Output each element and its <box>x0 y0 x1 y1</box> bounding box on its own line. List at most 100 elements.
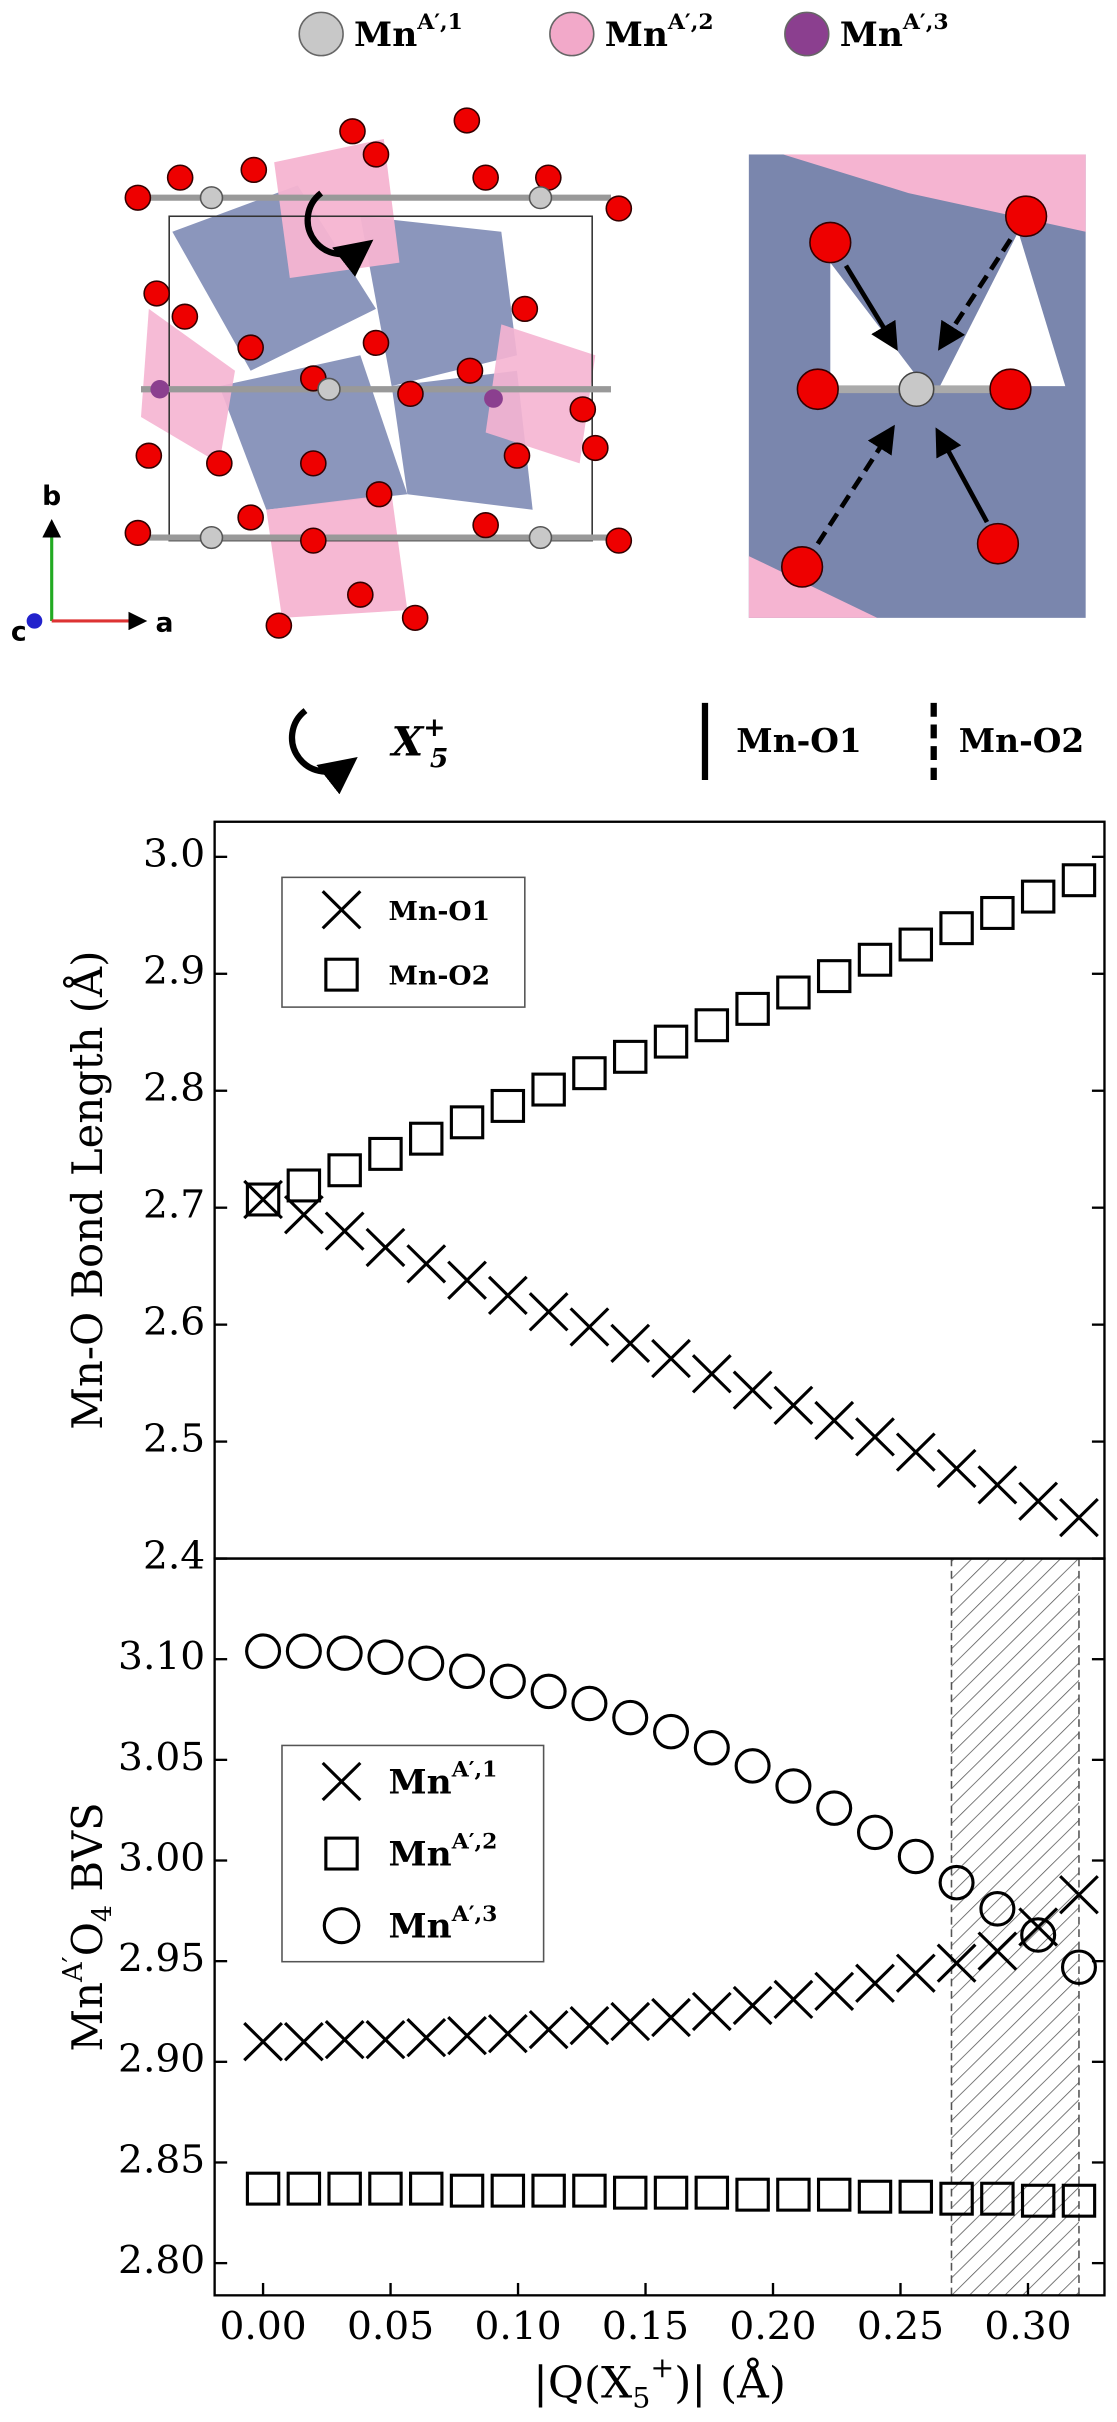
square-marker <box>1020 2183 1056 2218</box>
y-tick-label: 3.05 <box>118 1735 205 1780</box>
square-marker <box>327 2171 362 2206</box>
x-marker <box>365 1227 406 1268</box>
x-marker <box>447 2016 487 2056</box>
x-axis-label: |Q(X5+)| (Å) <box>533 2351 786 2414</box>
x-marker <box>610 2001 651 2042</box>
text-part: Mn <box>63 1982 112 2052</box>
shaded-region <box>951 1558 1079 2296</box>
bond-label: Mn-O2 <box>959 721 1085 760</box>
y-tick-label: 2.4 <box>143 1534 205 1579</box>
legend-atom <box>784 11 830 57</box>
legend-label: MnA′,3 <box>840 10 949 55</box>
series <box>245 2171 1097 2218</box>
square-marker <box>409 1121 444 1156</box>
square-marker <box>531 2173 566 2208</box>
text-part: A′,2 <box>451 1830 498 1855</box>
x-tick-label: 0.25 <box>857 2304 944 2349</box>
y-tick-label: 2.85 <box>118 2138 205 2183</box>
y-axis-label: Mn-O Bond Length (Å) <box>62 951 112 1430</box>
x-tick-label: 0.10 <box>474 2304 561 2349</box>
x-marker <box>732 1985 773 2026</box>
x-marker <box>691 1991 732 2032</box>
legend-marker <box>324 957 359 992</box>
x-marker <box>855 1963 895 2003</box>
square-marker <box>694 1008 730 1043</box>
series <box>243 1179 1099 1538</box>
x-marker <box>243 2022 283 2062</box>
rotation-label: X+ 5 <box>389 712 449 774</box>
y-tick-label: 2.90 <box>118 2037 205 2082</box>
circle-marker <box>1020 1917 1057 1953</box>
series <box>243 1875 1099 2062</box>
axis-letter: a <box>156 608 174 639</box>
legend-label: MnA′,2 <box>389 1830 498 1875</box>
circle-marker <box>489 1663 526 1700</box>
text-part: Mn <box>840 15 903 55</box>
legend-atom <box>298 11 344 57</box>
y-tick-label: 2.5 <box>143 1417 205 1462</box>
square-marker <box>286 1168 322 1203</box>
text-part: )| (Å) <box>674 2358 786 2409</box>
x-marker <box>324 1211 365 1251</box>
legend-marker <box>321 1761 362 1802</box>
x-tick-label: 0.15 <box>602 2304 689 2349</box>
square-marker <box>939 911 974 946</box>
y-tick-label: 3.0 <box>143 832 205 877</box>
circle-marker <box>938 1864 975 1901</box>
square-marker <box>653 1024 689 1059</box>
x-marker <box>610 1323 651 1363</box>
x-marker <box>936 1943 977 1983</box>
circle-marker <box>449 1653 486 1690</box>
square-marker <box>490 2173 526 2208</box>
square-marker <box>368 2171 403 2206</box>
plot-frame <box>213 1557 1106 2297</box>
circle-marker <box>856 1814 894 1851</box>
legend-box <box>281 876 526 1008</box>
text-part: A′,3 <box>902 10 949 35</box>
x-tick-label: 0.30 <box>984 2304 1071 2349</box>
x-marker <box>936 1448 977 1489</box>
x-marker <box>895 1953 936 1993</box>
x-tick-label: 0.20 <box>729 2304 816 2349</box>
legend-label: Mn-O1 <box>389 896 491 927</box>
circle-marker <box>285 1633 322 1669</box>
y-axis-label: MnA′O4 BVS <box>57 1802 118 2051</box>
square-marker <box>816 959 852 994</box>
text-part: + <box>650 2351 674 2384</box>
text-part: 5 <box>632 2381 650 2414</box>
circle-marker <box>816 1790 853 1826</box>
bond-label: Mn-O1 <box>736 721 862 760</box>
x-marker <box>406 1244 447 1284</box>
x-marker <box>1059 1497 1099 1538</box>
text-part: X <box>389 717 425 765</box>
circle-marker <box>897 1838 934 1875</box>
square-marker <box>898 2179 934 2214</box>
square-marker <box>572 1056 607 1091</box>
y-tick-label: 3.00 <box>118 1836 205 1881</box>
x-marker <box>243 1179 283 1220</box>
y-tick-label: 2.80 <box>118 2238 205 2283</box>
circle-marker <box>693 1730 730 1766</box>
text-part: 4 <box>87 1905 118 1922</box>
legend-marker <box>324 1836 359 1871</box>
square-marker <box>245 1182 281 1217</box>
x-tick-label: 0.05 <box>347 2304 434 2349</box>
square-marker <box>776 2177 811 2212</box>
legend-atom <box>549 11 595 57</box>
axis-letter: b <box>42 481 61 512</box>
series <box>245 863 1097 1217</box>
text-part: Mn-O Bond Length (Å) <box>62 951 112 1430</box>
y-tick-label: 3.10 <box>118 1634 205 1679</box>
text-part: BVS <box>63 1802 112 1905</box>
square-marker <box>980 2181 1015 2216</box>
x-marker <box>814 1400 855 1441</box>
x-marker <box>773 1385 814 1425</box>
square-marker <box>939 2181 974 2216</box>
text-part: Mn-O2 <box>389 961 491 992</box>
x-marker <box>651 1997 691 2038</box>
circle-marker <box>326 1635 363 1671</box>
legend-label: MnA′,1 <box>354 10 463 55</box>
square-marker <box>980 895 1015 930</box>
